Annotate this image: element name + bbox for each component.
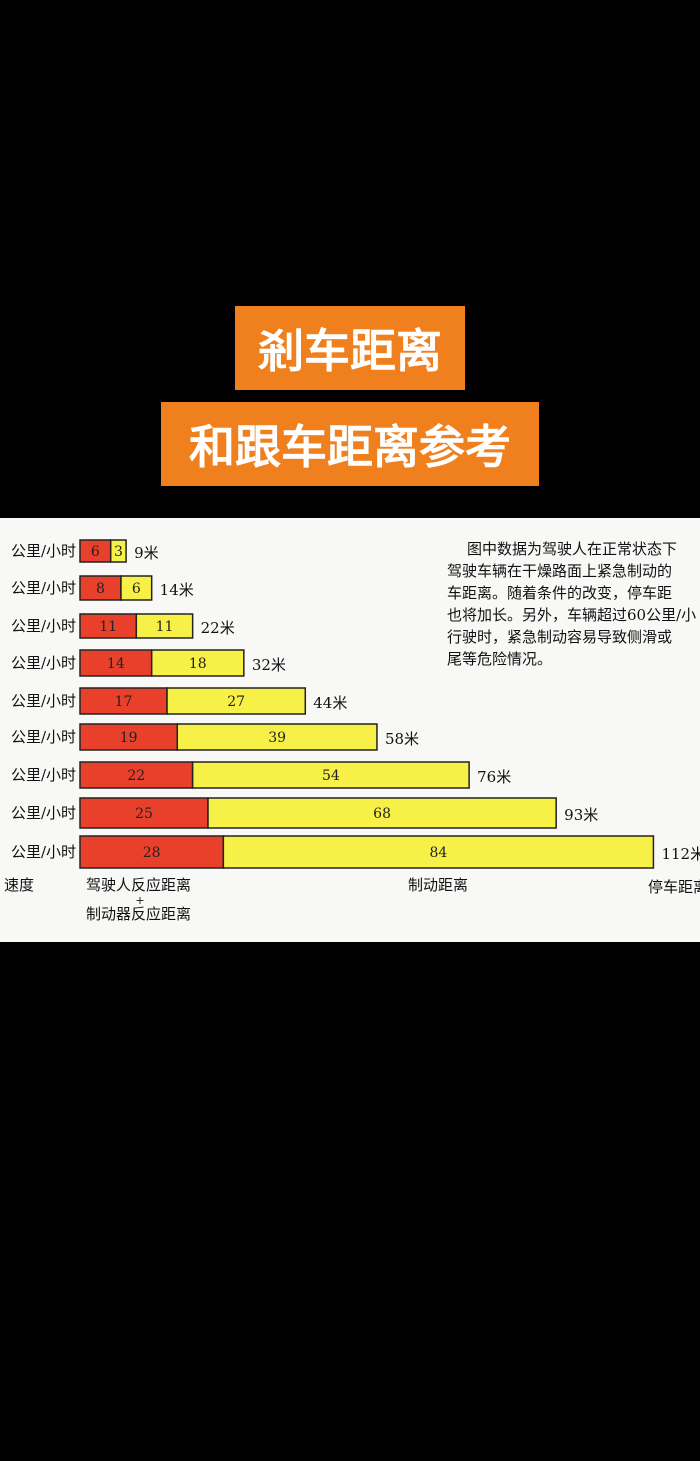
braking-value-label: 3 (114, 544, 123, 560)
braking-value-label: 11 (156, 619, 174, 635)
note-line: 驾驶车辆在干燥路面上紧急制动的 (447, 562, 673, 580)
speed-label: 公里/小时 (11, 804, 76, 822)
axis-label-speed: 速度 (4, 876, 34, 894)
reaction-value-label: 6 (91, 544, 100, 560)
total-distance-label: 76米 (477, 768, 511, 786)
braking-bar (176, 723, 378, 751)
braking-bar (150, 649, 245, 677)
reaction-bar (79, 613, 138, 639)
total-distance-label: 58米 (385, 730, 419, 748)
braking-value-label: 39 (268, 730, 286, 746)
note-line: 尾等危险情况。 (447, 650, 553, 668)
note-line: 图中数据为驾驶人在正常状态下 (467, 540, 678, 558)
reaction-value-label: 22 (127, 768, 145, 784)
braking-value-label: 68 (373, 806, 391, 822)
reaction-value-label: 25 (135, 806, 153, 822)
note-line: 行驶时，紧急制动容易导致侧滑或 (447, 628, 673, 646)
axis-label-stopping: 停车距离 (648, 878, 700, 896)
speed-label: 公里/小时 (11, 728, 76, 746)
note-line: 车距离。随着条件的改变，停车距 (447, 584, 673, 602)
speed-label: 公里/小时 (11, 542, 76, 560)
reaction-bar (79, 761, 194, 789)
reaction-value-label: 8 (96, 581, 105, 597)
explanation-note: 图中数据为驾驶人在正常状态下 驾驶车辆在干燥路面上紧急制动的 车距离。随着条件的… (447, 538, 700, 670)
axis-label-reaction-2: 制动器反应距离 (86, 905, 191, 923)
speed-label: 公里/小时 (11, 654, 76, 672)
axis-label-braking: 制动距离 (408, 876, 468, 894)
braking-value-label: 6 (132, 581, 141, 597)
braking-value-label: 27 (227, 694, 245, 710)
reaction-bar (79, 835, 225, 869)
total-distance-label: 9米 (134, 544, 159, 562)
braking-value-label: 18 (189, 656, 207, 672)
reaction-value-label: 28 (143, 845, 161, 861)
total-distance-label: 22米 (201, 619, 235, 637)
speed-label: 公里/小时 (11, 766, 76, 784)
braking-bar (135, 613, 194, 639)
reaction-bar (79, 649, 153, 677)
braking-value-label: 54 (322, 768, 340, 784)
speed-label: 公里/小时 (11, 579, 76, 597)
braking-bar (222, 835, 655, 869)
speed-label: 公里/小时 (11, 617, 76, 635)
axis-label-plus: + (135, 894, 144, 907)
braking-bar (207, 797, 557, 829)
total-distance-label: 32米 (252, 656, 286, 674)
reaction-value-label: 17 (115, 694, 133, 710)
reaction-bar (79, 723, 179, 751)
total-distance-label: 93米 (564, 806, 598, 824)
chart-panel: 公里/小时 6 3 9米 公里/小时 8 6 14米 公里/小时 11 11 22米 公里/小时 14 18… (0, 518, 700, 942)
braking-value-label: 84 (429, 845, 447, 861)
reaction-value-label: 11 (99, 619, 117, 635)
braking-bar (191, 761, 470, 789)
reaction-bar (79, 687, 168, 715)
braking-bar (120, 575, 153, 601)
title-line-2: 和跟车距离参考 (161, 402, 539, 486)
braking-bar (166, 687, 307, 715)
note-line: 也将加长。另外，车辆超过60公里/小 (447, 606, 697, 624)
total-distance-label: 14米 (160, 581, 194, 599)
speed-label: 公里/小时 (11, 843, 76, 861)
axis-label-reaction: 驾驶人反应距离 (86, 876, 191, 894)
speed-label: 公里/小时 (11, 692, 76, 710)
reaction-bar (79, 575, 122, 601)
reaction-value-label: 14 (107, 656, 125, 672)
braking-bar (109, 539, 127, 563)
total-distance-label: 112米 (661, 845, 700, 863)
total-distance-label: 44米 (313, 694, 347, 712)
title-line-1: 剎车距离 (235, 306, 465, 390)
reaction-value-label: 19 (120, 730, 138, 746)
